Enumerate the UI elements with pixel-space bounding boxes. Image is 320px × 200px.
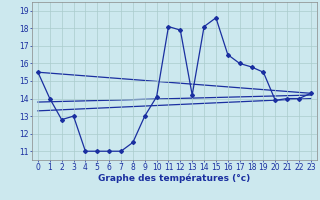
X-axis label: Graphe des températures (°c): Graphe des températures (°c): [98, 174, 251, 183]
